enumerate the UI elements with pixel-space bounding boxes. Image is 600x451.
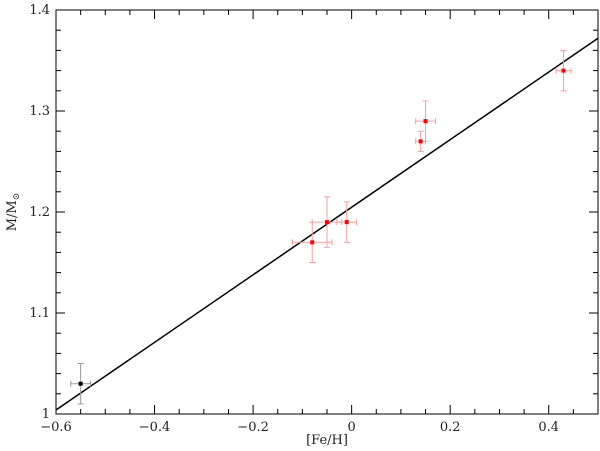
y-tick-label: 1.1: [29, 306, 50, 321]
data-point: [344, 220, 349, 225]
data-point: [325, 220, 329, 225]
x-tick-label: 0.2: [440, 420, 461, 435]
data-marks: [70, 49, 572, 405]
x-axis-label: [Fe/H]: [306, 433, 348, 448]
x-tick-label: −0.2: [237, 420, 269, 435]
data-point: [561, 68, 566, 73]
y-tick-label: 1.3: [29, 104, 50, 119]
data-point: [418, 139, 423, 144]
y-axis-label-base: M/M: [5, 200, 20, 231]
data-point-group: [555, 49, 572, 92]
x-tick-label: −0.6: [40, 420, 72, 435]
data-point-group: [336, 201, 358, 243]
data-point-group: [70, 363, 91, 405]
axis-ticks: −0.6 −0.4 −0.2 0 0.2 0.4 1 1.1 1.2 1.3 1.4: [29, 3, 599, 435]
x-tick-label: 0.4: [538, 420, 559, 435]
y-axis-label: M/M⊙: [5, 193, 22, 232]
data-point: [423, 119, 428, 124]
y-axis-label-subscript: ⊙: [12, 193, 22, 201]
data-point-group: [292, 221, 333, 263]
data-point-group: [415, 100, 436, 142]
y-tick-label: 1.2: [29, 205, 50, 220]
data-point: [310, 240, 315, 245]
x-tick-label: −0.4: [139, 420, 171, 435]
y-tick-label: 1: [42, 407, 50, 422]
y-tick-label: 1.4: [29, 3, 50, 18]
x-tick-label: 0: [347, 420, 355, 435]
data-point: [78, 381, 83, 386]
